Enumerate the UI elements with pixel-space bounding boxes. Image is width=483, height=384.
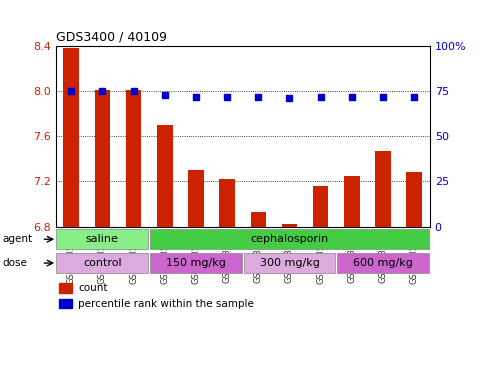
Bar	[59, 283, 72, 293]
Bar	[63, 48, 79, 227]
Bar	[57, 229, 148, 249]
Bar	[219, 179, 235, 227]
Bar	[251, 212, 266, 227]
Point	[411, 94, 418, 100]
Bar	[150, 229, 429, 249]
Point	[348, 94, 356, 100]
Bar	[407, 172, 422, 227]
Text: dose: dose	[2, 258, 28, 268]
Point	[67, 88, 75, 94]
Bar	[57, 253, 148, 273]
Point	[379, 94, 387, 100]
Bar	[95, 90, 110, 227]
Text: control: control	[83, 258, 122, 268]
Point	[255, 94, 262, 100]
Bar	[126, 90, 142, 227]
Point	[129, 88, 137, 94]
Point	[99, 88, 106, 94]
Text: saline: saline	[86, 234, 119, 244]
Text: 300 mg/kg: 300 mg/kg	[259, 258, 319, 268]
Bar	[337, 253, 429, 273]
Text: cephalosporin: cephalosporin	[250, 234, 328, 244]
Text: agent: agent	[2, 234, 32, 244]
Bar	[150, 253, 242, 273]
Bar	[157, 125, 172, 227]
Point	[223, 94, 231, 100]
Text: GDS3400 / 40109: GDS3400 / 40109	[56, 30, 167, 43]
Point	[317, 94, 325, 100]
Text: 600 mg/kg: 600 mg/kg	[353, 258, 413, 268]
Point	[161, 92, 169, 98]
Point	[192, 94, 200, 100]
Bar	[188, 170, 204, 227]
Bar	[344, 176, 360, 227]
Text: 150 mg/kg: 150 mg/kg	[166, 258, 226, 268]
Text: percentile rank within the sample: percentile rank within the sample	[78, 299, 254, 309]
Bar	[243, 253, 335, 273]
Bar	[282, 224, 298, 227]
Point	[285, 95, 293, 101]
Text: count: count	[78, 283, 108, 293]
Bar	[59, 299, 72, 308]
Bar	[375, 151, 391, 227]
Bar	[313, 186, 328, 227]
